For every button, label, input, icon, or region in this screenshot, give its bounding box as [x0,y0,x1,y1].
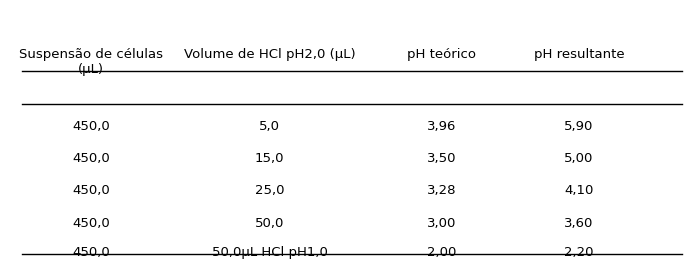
Text: pH teórico: pH teórico [407,48,476,61]
Text: 5,0: 5,0 [259,120,280,133]
Text: Suspensão de células
(µL): Suspensão de células (µL) [19,48,163,76]
Text: 2,00: 2,00 [427,246,456,259]
Text: 3,00: 3,00 [427,217,456,230]
Text: Volume de HCl pH2,0 (µL): Volume de HCl pH2,0 (µL) [184,48,355,61]
Text: 3,50: 3,50 [427,152,456,165]
Text: 2,20: 2,20 [564,246,594,259]
Text: 3,28: 3,28 [427,184,456,197]
Text: 450,0: 450,0 [72,184,110,197]
Text: 5,00: 5,00 [564,152,594,165]
Text: 450,0: 450,0 [72,120,110,133]
Text: 25,0: 25,0 [255,184,284,197]
Text: 50,0µL HCl pH1,0: 50,0µL HCl pH1,0 [212,246,328,259]
Text: 450,0: 450,0 [72,152,110,165]
Text: 3,96: 3,96 [427,120,456,133]
Text: 50,0: 50,0 [255,217,284,230]
Text: 3,60: 3,60 [564,217,594,230]
Text: 4,10: 4,10 [564,184,594,197]
Text: 5,90: 5,90 [564,120,594,133]
Text: pH resultante: pH resultante [533,48,624,61]
Text: 450,0: 450,0 [72,246,110,259]
Text: 450,0: 450,0 [72,217,110,230]
Text: 15,0: 15,0 [255,152,284,165]
